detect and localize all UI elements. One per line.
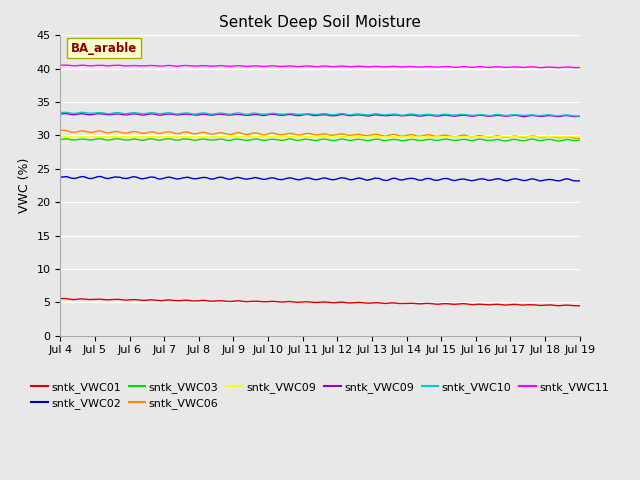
sntk_VWC11 (571, 65, 579, 71)
sntk_VWC01 (572, 303, 580, 309)
sntk_VWC09 (401, 113, 408, 119)
sntk_VWC09 (576, 113, 584, 119)
sntk_VWC09 (234, 134, 241, 140)
sntk_VWC11 (160, 63, 168, 69)
sntk_VWC03 (172, 137, 180, 143)
Title: Sentek Deep Soil Moisture: Sentek Deep Soil Moisture (219, 15, 421, 30)
Text: BA_arable: BA_arable (70, 42, 137, 55)
sntk_VWC09 (468, 113, 476, 119)
sntk_VWC09 (515, 134, 522, 140)
sntk_VWC11 (401, 64, 408, 70)
sntk_VWC01 (61, 296, 69, 301)
sntk_VWC09 (61, 110, 69, 116)
sntk_VWC03 (468, 138, 476, 144)
Line: sntk_VWC10: sntk_VWC10 (60, 112, 580, 116)
sntk_VWC01 (160, 298, 168, 303)
sntk_VWC06 (515, 133, 522, 139)
sntk_VWC02 (468, 178, 476, 183)
sntk_VWC10 (230, 110, 238, 116)
sntk_VWC03 (114, 136, 122, 142)
sntk_VWC11 (230, 63, 238, 69)
Line: sntk_VWC06: sntk_VWC06 (60, 130, 580, 138)
sntk_VWC09 (520, 114, 528, 120)
sntk_VWC11 (56, 62, 64, 68)
Line: sntk_VWC01: sntk_VWC01 (60, 299, 580, 306)
sntk_VWC10 (160, 110, 168, 116)
sntk_VWC02 (172, 176, 180, 182)
sntk_VWC09 (172, 134, 180, 140)
sntk_VWC02 (573, 178, 580, 184)
Y-axis label: VWC (%): VWC (%) (18, 158, 31, 213)
sntk_VWC09 (56, 134, 64, 140)
sntk_VWC02 (576, 178, 584, 184)
sntk_VWC01 (576, 303, 584, 309)
sntk_VWC03 (515, 137, 522, 143)
sntk_VWC10 (574, 113, 582, 119)
sntk_VWC11 (61, 62, 69, 68)
sntk_VWC01 (401, 300, 408, 306)
sntk_VWC06 (60, 127, 67, 133)
sntk_VWC09 (230, 112, 238, 118)
sntk_VWC10 (468, 112, 476, 118)
sntk_VWC02 (160, 175, 168, 181)
sntk_VWC09 (160, 134, 168, 140)
sntk_VWC09 (515, 113, 522, 119)
sntk_VWC10 (63, 109, 70, 115)
sntk_VWC03 (576, 137, 584, 143)
Line: sntk_VWC02: sntk_VWC02 (60, 177, 580, 181)
sntk_VWC06 (230, 131, 238, 136)
sntk_VWC06 (160, 130, 168, 135)
sntk_VWC01 (56, 296, 64, 301)
sntk_VWC02 (515, 177, 522, 182)
sntk_VWC06 (56, 127, 64, 133)
sntk_VWC09 (156, 134, 164, 140)
sntk_VWC09 (56, 111, 64, 117)
sntk_VWC10 (515, 112, 522, 118)
sntk_VWC09 (172, 112, 180, 118)
Line: sntk_VWC09: sntk_VWC09 (60, 113, 580, 117)
sntk_VWC11 (515, 64, 522, 70)
Legend: sntk_VWC01, sntk_VWC02, sntk_VWC03, sntk_VWC06, sntk_VWC09, sntk_VWC09, sntk_VWC: sntk_VWC01, sntk_VWC02, sntk_VWC03, sntk… (27, 377, 613, 413)
sntk_VWC09 (230, 134, 238, 140)
sntk_VWC02 (401, 176, 408, 182)
sntk_VWC01 (230, 298, 238, 304)
sntk_VWC11 (172, 63, 180, 69)
sntk_VWC11 (468, 64, 476, 70)
sntk_VWC06 (576, 135, 584, 141)
sntk_VWC09 (160, 112, 168, 118)
sntk_VWC01 (515, 302, 522, 308)
sntk_VWC02 (96, 174, 104, 180)
sntk_VWC06 (572, 135, 580, 141)
sntk_VWC02 (56, 175, 64, 180)
sntk_VWC10 (172, 111, 180, 117)
sntk_VWC01 (172, 298, 180, 303)
sntk_VWC02 (230, 175, 238, 181)
sntk_VWC10 (401, 112, 408, 118)
sntk_VWC09 (576, 134, 584, 140)
sntk_VWC10 (56, 110, 64, 116)
sntk_VWC03 (401, 138, 408, 144)
sntk_VWC06 (172, 131, 180, 136)
sntk_VWC09 (469, 134, 477, 140)
sntk_VWC09 (401, 134, 409, 140)
Line: sntk_VWC11: sntk_VWC11 (60, 65, 580, 68)
sntk_VWC03 (554, 138, 562, 144)
sntk_VWC03 (160, 137, 168, 143)
sntk_VWC11 (576, 65, 584, 71)
sntk_VWC06 (401, 133, 408, 139)
sntk_VWC03 (56, 136, 64, 142)
sntk_VWC01 (468, 302, 476, 308)
sntk_VWC06 (468, 134, 476, 140)
sntk_VWC03 (230, 136, 238, 142)
sntk_VWC10 (576, 113, 584, 119)
Line: sntk_VWC03: sntk_VWC03 (60, 139, 580, 141)
